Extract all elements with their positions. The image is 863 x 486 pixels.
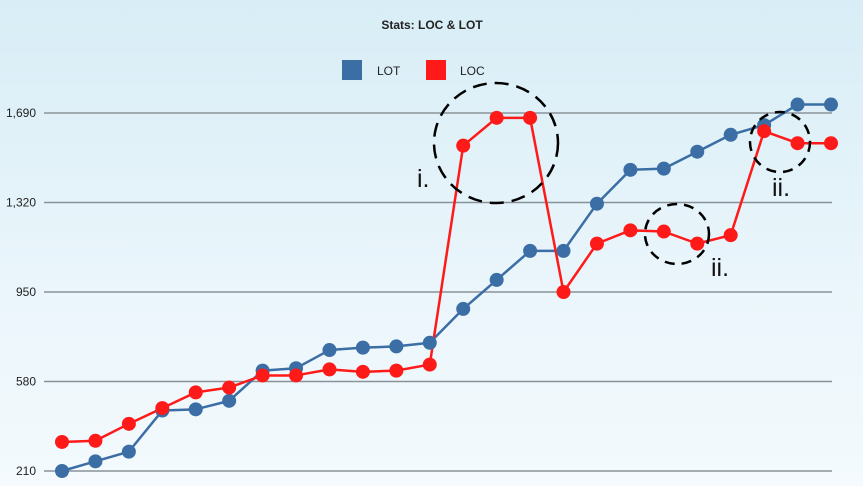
data-point-loc xyxy=(121,416,136,431)
annotation-circle-ii-right xyxy=(748,110,812,174)
data-point-loc xyxy=(188,385,203,400)
data-point-loc xyxy=(824,136,838,151)
y-tick-label: 1,690 xyxy=(6,106,36,120)
annotations: i. ii. ii. xyxy=(417,81,812,282)
data-point-lot xyxy=(322,343,337,358)
data-point-lot xyxy=(523,243,538,258)
annotation-circle-ii-middle xyxy=(643,202,711,266)
legend-swatch-loc xyxy=(426,60,446,80)
data-point-loc xyxy=(589,236,604,251)
data-point-loc xyxy=(155,401,170,416)
data-point-lot xyxy=(222,393,237,408)
data-point-loc xyxy=(355,364,370,379)
annotation-circle-i xyxy=(432,81,560,205)
data-point-loc xyxy=(523,110,538,125)
data-point-loc xyxy=(88,433,103,448)
data-point-loc xyxy=(723,228,738,243)
data-point-loc xyxy=(556,285,571,299)
data-point-loc xyxy=(255,368,270,383)
data-point-loc xyxy=(222,380,237,395)
legend-label-lot: LOT xyxy=(377,64,401,78)
y-axis-ticks: 210 580 950 1,320 1,690 xyxy=(6,106,36,478)
data-point-lot xyxy=(55,464,69,478)
data-point-loc xyxy=(55,434,69,449)
data-point-lot xyxy=(824,97,838,112)
data-point-lot xyxy=(88,454,103,469)
data-point-lot xyxy=(389,339,404,354)
annotation-label-i: i. xyxy=(417,165,430,193)
legend: LOT LOC xyxy=(342,60,485,80)
y-tick-label: 950 xyxy=(16,285,36,299)
y-tick-label: 1,320 xyxy=(6,196,36,210)
data-point-loc xyxy=(289,368,304,383)
data-points xyxy=(55,97,838,478)
data-point-loc xyxy=(656,224,671,239)
data-point-lot xyxy=(623,162,638,177)
series-lines xyxy=(61,103,831,473)
data-point-lot xyxy=(456,301,471,316)
data-point-loc xyxy=(422,357,437,372)
legend-swatch-lot xyxy=(342,60,362,80)
data-point-lot xyxy=(790,97,805,112)
chart-title: Stats: LOC & LOT xyxy=(381,18,483,32)
data-point-lot xyxy=(556,243,571,258)
data-point-lot xyxy=(355,340,370,355)
annotation-label-ii-right: ii. xyxy=(772,174,790,202)
data-point-lot xyxy=(188,402,203,417)
data-point-lot xyxy=(489,272,504,287)
series-line-lot xyxy=(61,103,831,473)
data-point-loc xyxy=(790,136,805,151)
data-point-loc xyxy=(757,124,772,139)
data-point-loc xyxy=(456,138,471,153)
data-point-lot xyxy=(723,127,738,142)
data-point-loc xyxy=(489,110,504,125)
data-point-loc xyxy=(623,223,638,238)
annotation-label-ii-middle: ii. xyxy=(711,254,729,282)
data-point-lot xyxy=(121,444,136,459)
data-point-lot xyxy=(422,335,437,350)
data-point-lot xyxy=(690,144,705,159)
data-point-loc xyxy=(389,363,404,378)
data-point-lot xyxy=(656,161,671,176)
data-point-lot xyxy=(589,196,604,211)
gridlines xyxy=(44,112,832,472)
data-point-loc xyxy=(690,236,705,251)
y-tick-label: 580 xyxy=(16,375,36,389)
legend-label-loc: LOC xyxy=(460,64,485,78)
y-tick-label: 210 xyxy=(16,464,36,478)
data-point-loc xyxy=(322,362,337,377)
